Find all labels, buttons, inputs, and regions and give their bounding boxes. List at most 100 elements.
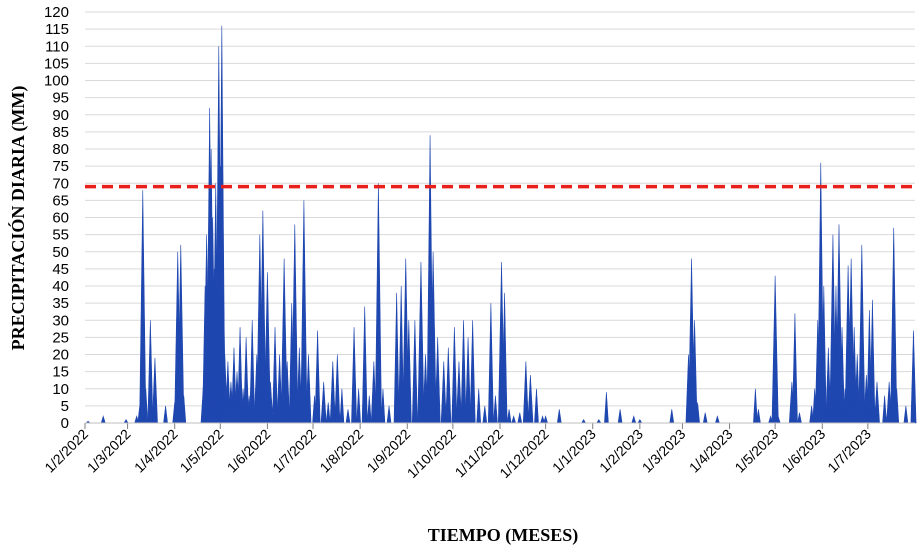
y-axis-label: PRECIPITACIÓN DIARIA (MM) xyxy=(7,86,29,351)
y-tick-label: 65 xyxy=(52,192,69,209)
axes xyxy=(84,422,915,429)
precip-spike xyxy=(702,412,708,424)
x-tick-label: 1/4/2023 xyxy=(686,426,736,476)
x-tick-label: 1/3/2023 xyxy=(639,426,689,476)
precip-spike xyxy=(152,357,158,424)
y-tick-label: 95 xyxy=(52,90,69,107)
precip-spike xyxy=(445,347,452,424)
precip-spike xyxy=(386,405,392,424)
y-tick-label: 90 xyxy=(52,107,69,124)
precip-spike xyxy=(669,409,675,424)
precip-spike xyxy=(487,303,494,424)
y-tick-label: 25 xyxy=(52,329,69,346)
precip-spike xyxy=(637,418,643,424)
x-tick-label: 1/8/2022 xyxy=(316,426,366,476)
x-tick-label: 1/1/2023 xyxy=(549,426,599,476)
precip-spike xyxy=(329,361,336,424)
x-tick-label: 1/10/2022 xyxy=(404,426,460,482)
precip-spike xyxy=(874,381,880,424)
precip-spike xyxy=(543,415,549,424)
y-tick-label: 60 xyxy=(52,210,69,227)
precip-spike xyxy=(451,327,458,424)
precip-spike xyxy=(617,409,623,424)
precip-spike xyxy=(100,415,106,424)
precip-spike xyxy=(882,395,887,424)
y-tick-label: 20 xyxy=(52,347,69,364)
x-tick-label: 1/12/2022 xyxy=(496,426,552,482)
precip-spike xyxy=(351,327,357,424)
precip-spike xyxy=(291,224,299,424)
precip-spike xyxy=(890,227,898,424)
precip-spike xyxy=(556,409,562,424)
precip-spike xyxy=(434,337,441,424)
precip-spike xyxy=(506,409,512,424)
precip-spike xyxy=(527,375,534,424)
precip-spike xyxy=(771,275,779,424)
y-tick-label: 120 xyxy=(44,4,69,21)
precip-spike xyxy=(522,361,529,424)
x-tick-label: 1/3/2022 xyxy=(84,426,134,476)
y-tick-label: 100 xyxy=(44,73,69,90)
precip-spike xyxy=(345,409,351,424)
x-tick-label: 1/6/2023 xyxy=(779,426,829,476)
precip-spike xyxy=(314,330,321,424)
precip-spike xyxy=(604,392,609,424)
y-tick-label: 0 xyxy=(61,415,69,432)
y-tick-label: 80 xyxy=(52,141,69,158)
x-tick-labels: 1/2/20221/3/20221/4/20221/5/20221/6/2022… xyxy=(41,426,874,482)
y-tick-label: 70 xyxy=(52,175,69,192)
precip-spike xyxy=(596,418,602,424)
precip-spike xyxy=(123,418,129,424)
precip-spike xyxy=(272,327,278,424)
precip-spike xyxy=(456,361,462,424)
x-tick-label: 1/2/2022 xyxy=(41,426,91,476)
y-tick-label: 50 xyxy=(52,244,69,261)
precip-spike xyxy=(300,200,308,424)
y-tick-labels: 0510152025303540455055606570758085909510… xyxy=(44,4,69,432)
y-tick-label: 110 xyxy=(45,38,69,55)
y-tick-label: 15 xyxy=(52,364,69,381)
y-tick-label: 30 xyxy=(52,312,69,329)
y-tick-label: 45 xyxy=(52,261,69,278)
x-tick-label: 1/5/2022 xyxy=(177,426,227,476)
precipitation-area xyxy=(85,25,917,424)
precip-spike xyxy=(797,412,802,424)
precip-spike xyxy=(320,381,327,424)
y-tick-label: 40 xyxy=(52,278,69,295)
precip-spike xyxy=(361,306,368,424)
y-tick-label: 10 xyxy=(52,381,69,398)
precip-spike xyxy=(910,330,917,424)
precip-spike xyxy=(393,292,400,424)
x-tick-label: 1/2/2023 xyxy=(596,426,646,476)
x-tick-label: 1/7/2022 xyxy=(269,426,319,476)
precip-spike xyxy=(139,190,147,424)
precip-spike xyxy=(163,405,168,424)
y-tick-label: 115 xyxy=(45,21,69,38)
precip-spike xyxy=(581,418,587,424)
precip-spike xyxy=(517,412,523,424)
precip-spike xyxy=(714,415,720,424)
y-tick-label: 5 xyxy=(61,398,69,415)
precip-spike xyxy=(440,361,447,424)
y-tick-label: 85 xyxy=(52,124,69,141)
x-tick-label: 1/7/2023 xyxy=(824,426,874,476)
x-tick-label: 1/6/2022 xyxy=(224,426,274,476)
precip-spike xyxy=(792,313,798,424)
y-tick-label: 75 xyxy=(52,158,69,175)
precip-spike xyxy=(465,337,471,424)
y-tick-label: 55 xyxy=(52,227,69,244)
precip-spike xyxy=(511,415,517,424)
precip-spike xyxy=(858,244,866,424)
precip-spike xyxy=(631,415,637,424)
precip-spike xyxy=(903,405,909,424)
x-axis-label: TIEMPO (MESES) xyxy=(428,525,579,546)
precip-spike xyxy=(366,395,372,424)
x-tick-label: 1/4/2022 xyxy=(131,426,181,476)
precip-spike xyxy=(482,405,488,424)
y-tick-label: 105 xyxy=(44,55,69,72)
precip-spike xyxy=(493,395,498,424)
x-tick-label: 1/5/2023 xyxy=(731,426,781,476)
y-tick-label: 35 xyxy=(52,295,69,312)
